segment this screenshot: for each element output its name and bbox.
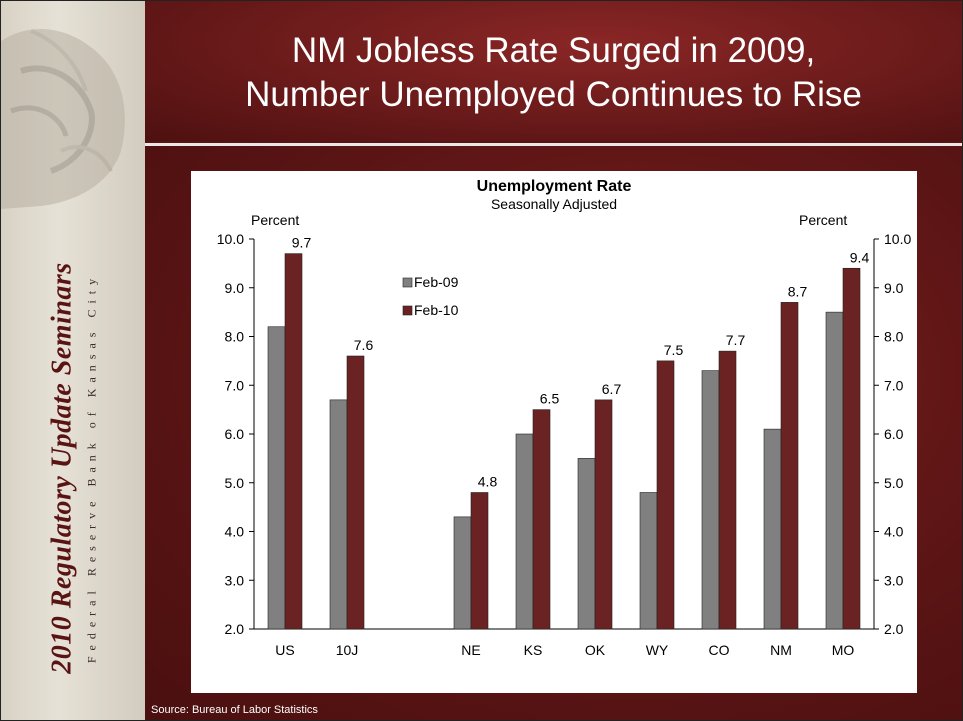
seminar-title: 2010 Regulatory Update Seminars Federal … (47, 262, 100, 673)
y-tick-label-left: 3.0 (225, 572, 245, 588)
y-tick-label-left: 6.0 (225, 426, 245, 442)
unemployment-bar-chart: Unemployment Rate Seasonally Adjusted Pe… (217, 178, 912, 658)
y-tick-label-right: 2.0 (884, 621, 904, 637)
data-label: 7.7 (726, 332, 746, 348)
sidebar-title-area: 2010 Regulatory Update Seminars Federal … (1, 216, 145, 720)
chart-bars (267, 253, 861, 630)
sidebar-banner: 2010 Regulatory Update Seminars Federal … (1, 1, 145, 720)
y-axis-label-right: Percent (799, 212, 847, 228)
y-tick-label-left: 7.0 (225, 377, 245, 393)
bar-feb-10 (346, 355, 365, 630)
y-tick-label-right: 10.0 (884, 231, 911, 247)
legend-swatch-feb-09 (402, 277, 413, 288)
data-label: 6.7 (602, 381, 622, 397)
data-label: 8.7 (788, 283, 808, 299)
y-tick-label-left: 8.0 (225, 329, 245, 345)
y-axis-label-left: Percent (251, 212, 299, 228)
bar-feb-10 (842, 267, 861, 630)
bar-feb-10 (284, 253, 303, 630)
x-tick-label: CO (709, 642, 730, 658)
data-label: 7.6 (354, 337, 374, 353)
data-label: 7.5 (664, 342, 684, 358)
slide-title: NM Jobless Rate Surged in 2009, Number U… (145, 29, 962, 117)
bar-feb-10 (656, 360, 675, 630)
x-tick-label: MO (832, 642, 855, 658)
y-tick-label-right: 8.0 (884, 329, 904, 345)
x-tick-label: 10J (336, 642, 359, 658)
y-tick-label-right: 3.0 (884, 572, 904, 588)
bar-feb-09 (515, 433, 534, 630)
y-tick-label-right: 5.0 (884, 475, 904, 491)
bar-feb-09 (453, 516, 472, 630)
chart-axes: 2.0 2.0 3.0 3.0 4.0 4.0 5.0 5.0 6.0 6.0 7.0 7.0 8.0 8… (217, 231, 912, 658)
bar-feb-10 (594, 399, 613, 630)
bar-feb-09 (639, 492, 658, 630)
data-label: 9.4 (850, 249, 870, 265)
slide-header: NM Jobless Rate Surged in 2009, Number U… (145, 1, 962, 141)
data-label: 6.5 (540, 391, 560, 407)
y-tick-label-right: 4.0 (884, 524, 904, 540)
bar-feb-10 (470, 492, 489, 630)
chart-data-labels: 9.7 7.6 4.8 6.5 6.7 7.5 7.7 8.7 9.4 (292, 235, 870, 490)
legend-label-feb-10: Feb-10 (414, 302, 459, 318)
bar-feb-09 (763, 428, 782, 630)
bar-feb-09 (329, 399, 348, 630)
y-tick-label-left: 5.0 (225, 475, 245, 491)
x-tick-label: US (275, 642, 294, 658)
chart-panel: Unemployment Rate Seasonally Adjusted Pe… (191, 171, 917, 693)
x-tick-label: NM (770, 642, 792, 658)
y-tick-label-right: 6.0 (884, 426, 904, 442)
x-tick-label: NE (461, 642, 480, 658)
y-tick-label-right: 7.0 (884, 377, 904, 393)
chart-legend: Feb-09 Feb-10 (402, 274, 459, 318)
chart-title: Unemployment Rate (477, 178, 632, 195)
x-tick-label: KS (524, 642, 543, 658)
data-label: 4.8 (478, 474, 498, 490)
seminar-subtitle-line: Federal Reserve Bank of Kansas City (84, 272, 99, 664)
bar-feb-09 (701, 370, 720, 630)
x-tick-label: OK (585, 642, 606, 658)
bar-feb-09 (825, 311, 844, 630)
chart-subtitle: Seasonally Adjusted (491, 196, 617, 212)
y-tick-label-left: 2.0 (225, 621, 245, 637)
y-tick-label-left: 4.0 (225, 524, 245, 540)
x-tick-label: WY (646, 642, 669, 658)
legend-swatch-feb-10 (402, 305, 413, 316)
eagle-seal-icon (1, 29, 125, 209)
slide-title-line1: NM Jobless Rate Surged in 2009, (291, 31, 816, 70)
source-note: Source: Bureau of Labor Statistics (151, 704, 318, 716)
bar-feb-10 (718, 350, 737, 630)
seminar-title-line: 2010 Regulatory Update Seminars (46, 262, 78, 674)
bar-feb-09 (577, 458, 596, 630)
bar-feb-10 (532, 409, 551, 630)
y-tick-label-left: 10.0 (217, 231, 244, 247)
y-tick-label-right: 9.0 (884, 280, 904, 296)
slide-title-line2: Number Unemployed Continues to Rise (245, 75, 862, 114)
y-tick-label-left: 9.0 (225, 280, 245, 296)
data-label: 9.7 (292, 235, 312, 251)
bar-feb-09 (267, 326, 286, 630)
header-divider (145, 143, 962, 146)
legend-label-feb-09: Feb-09 (414, 274, 459, 290)
bar-feb-10 (780, 302, 799, 630)
